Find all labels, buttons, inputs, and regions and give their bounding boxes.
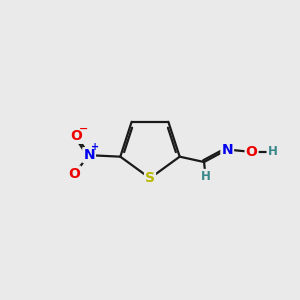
Text: O: O bbox=[68, 167, 80, 181]
Text: O: O bbox=[246, 145, 257, 159]
Text: +: + bbox=[91, 142, 99, 152]
Text: S: S bbox=[145, 171, 155, 185]
Text: H: H bbox=[268, 146, 278, 158]
Text: −: − bbox=[79, 124, 88, 134]
Text: N: N bbox=[83, 148, 95, 162]
Text: N: N bbox=[221, 142, 233, 157]
Text: O: O bbox=[71, 129, 82, 143]
Text: H: H bbox=[201, 170, 211, 183]
